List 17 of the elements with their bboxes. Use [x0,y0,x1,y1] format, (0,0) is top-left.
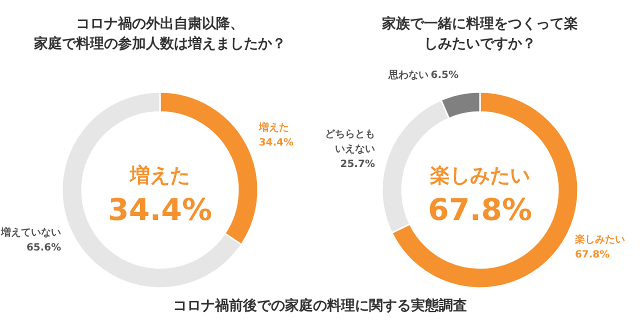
slice-label: 増えた [258,121,289,134]
slice-label: どちらともいえない [324,129,375,156]
data-label: 25.7% [340,159,375,170]
slice-label: 増えていない [0,226,62,239]
slice-label: 楽しみたい [429,163,530,187]
data-label: 34.4% [258,137,294,148]
data-label: 65.6% [26,242,62,254]
data-label: 67.8% [574,249,610,260]
text: 67.8% [428,193,532,228]
slice-label: 増えた [129,163,190,187]
text: コロナ禍前後での家庭の料理に関する実態調査 [173,297,467,314]
chart-title: コロナ禍の外出自粛以降、家庭で料理の参加人数は増えましたか？ [33,15,286,52]
slice-label: 楽しみたい [574,233,625,246]
chart-title: 家族で一緒に料理をつくって楽しみたいですか？ [381,15,578,52]
slice-label: 思わない [388,69,429,82]
data-label: 6.5% [430,70,459,82]
text: 34.4% [108,193,212,228]
